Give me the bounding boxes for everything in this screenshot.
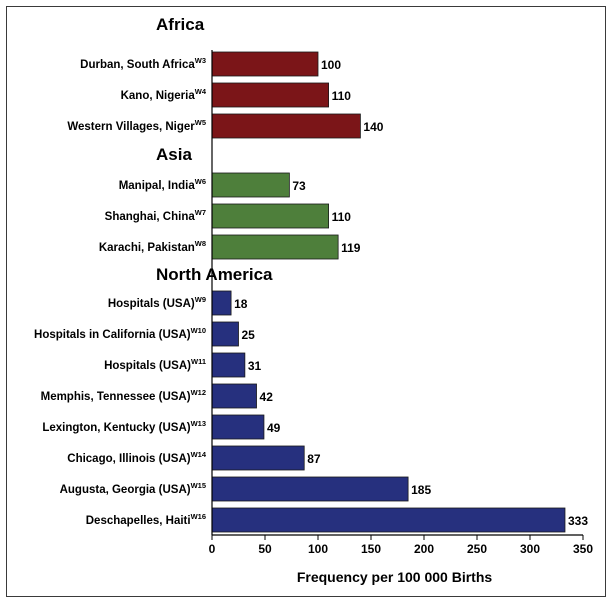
category-label: Durban, South AfricaW3	[80, 56, 206, 71]
data-label: 25	[242, 328, 256, 342]
x-tick-label: 100	[308, 542, 328, 556]
group-title: Asia	[156, 145, 192, 164]
data-label: 119	[341, 241, 361, 255]
data-label: 185	[411, 483, 431, 497]
chart-frame	[6, 6, 606, 597]
data-label: 140	[363, 120, 383, 134]
bar	[211, 321, 239, 347]
category-label: Chicago, Illinois (USA)W14	[67, 450, 207, 465]
x-tick-label: 250	[467, 542, 487, 556]
bar	[211, 414, 265, 440]
x-tick-label: 300	[520, 542, 540, 556]
group-title: Africa	[156, 15, 205, 34]
x-tick-label: 50	[258, 542, 272, 556]
bar	[211, 290, 232, 316]
x-axis-title: Frequency per 100 000 Births	[297, 569, 493, 585]
data-label: 87	[307, 452, 321, 466]
bar	[211, 113, 361, 139]
x-tick-label: 150	[361, 542, 381, 556]
category-label: Karachi, PakistanW8	[99, 239, 206, 254]
category-label: Kano, NigeriaW4	[121, 87, 207, 102]
bar	[211, 445, 305, 471]
bar	[211, 234, 339, 260]
category-label: Augusta, Georgia (USA)W15	[60, 481, 206, 496]
bar	[211, 476, 409, 502]
data-label: 42	[260, 390, 274, 404]
x-tick-label: 0	[209, 542, 216, 556]
bar	[211, 507, 566, 533]
category-label: Lexington, Kentucky (USA)W13	[42, 419, 206, 434]
category-label: Hospitals (USA)W9	[108, 295, 206, 310]
bar	[211, 203, 329, 229]
category-label: Memphis, Tennessee (USA)W12	[41, 388, 206, 403]
category-label: Hospitals (USA)W11	[104, 357, 206, 372]
data-label: 333	[568, 514, 588, 528]
bar	[211, 51, 319, 77]
bar	[211, 172, 290, 198]
x-tick-label: 350	[573, 542, 593, 556]
x-tick-label: 200	[414, 542, 434, 556]
data-label: 73	[292, 179, 306, 193]
data-label: 110	[332, 210, 352, 224]
bar	[211, 352, 246, 378]
data-label: 49	[267, 421, 281, 435]
category-label: Manipal, IndiaW6	[119, 177, 206, 192]
data-label: 31	[248, 359, 262, 373]
category-label: Shanghai, ChinaW7	[105, 208, 206, 223]
group-title: North America	[156, 265, 273, 284]
bar	[211, 82, 329, 108]
data-label: 110	[332, 89, 352, 103]
category-label: Hospitals in California (USA)W10	[34, 326, 206, 341]
bar	[211, 383, 257, 409]
data-label: 18	[234, 297, 248, 311]
category-label: Deschapelles, HaitiW16	[86, 512, 206, 527]
category-label: Western Villages, NigerW5	[67, 118, 206, 133]
data-label: 100	[321, 58, 341, 72]
